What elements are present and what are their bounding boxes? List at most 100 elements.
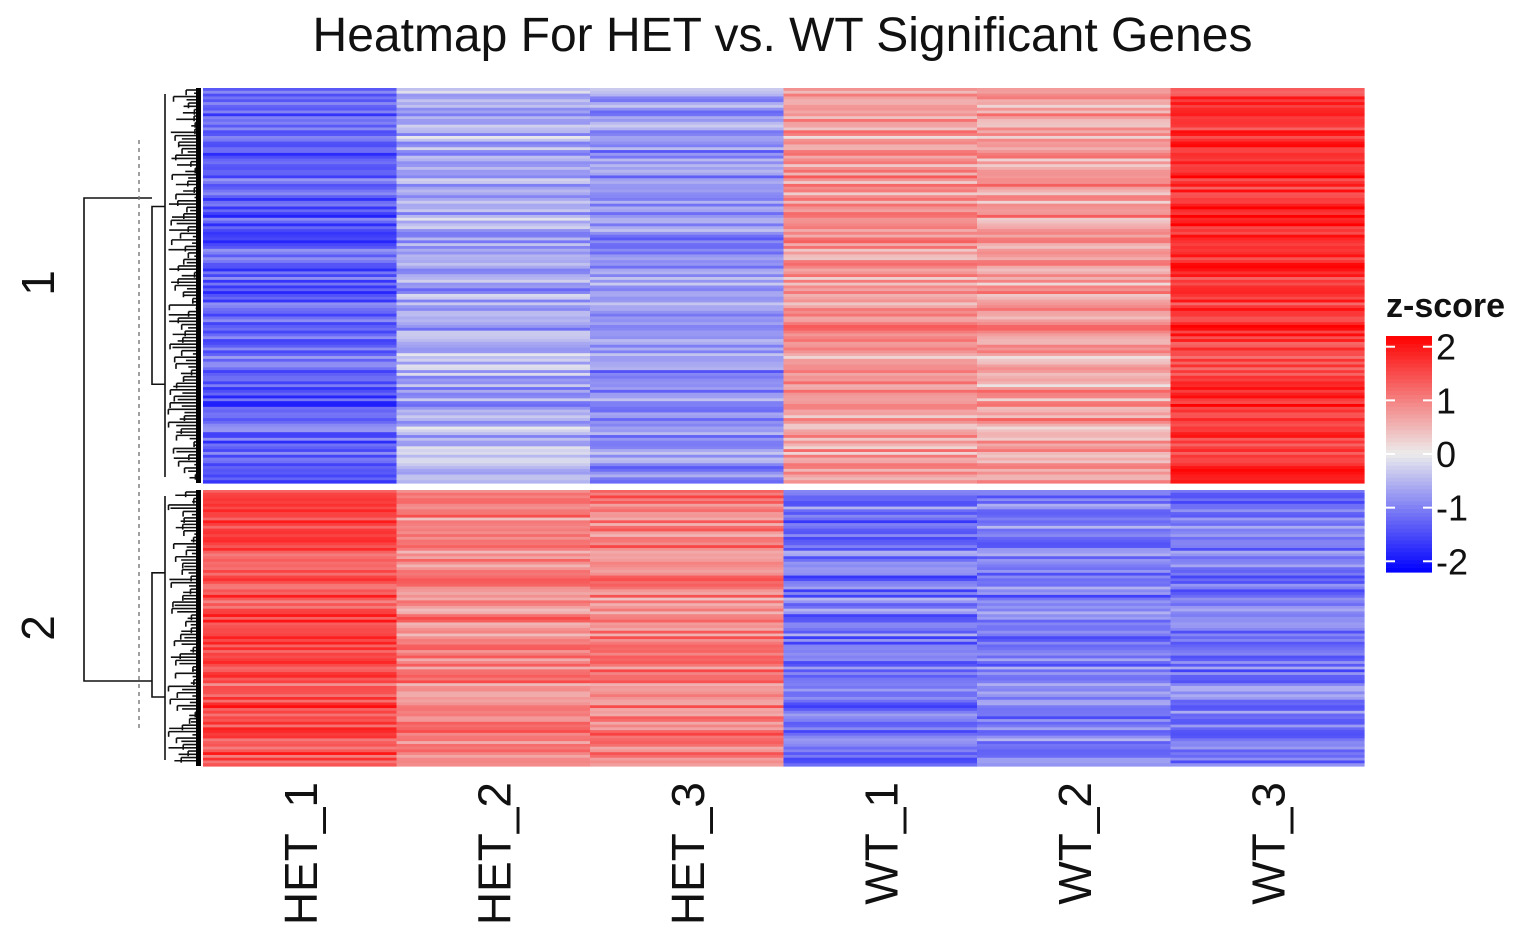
heatmap-cell — [977, 564, 1172, 568]
heatmap-cell — [783, 605, 978, 610]
heatmap-cell — [396, 724, 591, 728]
legend-gradient-step — [1386, 544, 1432, 549]
heatmap-cell — [203, 285, 398, 289]
heatmap-cell — [590, 741, 785, 745]
heatmap-cell — [1170, 614, 1365, 618]
heatmap-cell — [396, 325, 591, 329]
heatmap-cell — [977, 172, 1172, 177]
heatmap-cell — [203, 214, 398, 219]
heatmap-cell — [590, 463, 785, 467]
heatmap-cell — [783, 285, 978, 289]
heatmap-cell — [203, 226, 398, 230]
heatmap-cell — [1170, 102, 1365, 106]
heatmap-cell — [1170, 630, 1365, 635]
heatmap-cell — [590, 254, 785, 258]
heatmap-cell — [783, 525, 978, 530]
heatmap-cells — [203, 88, 1365, 767]
heatmap-cell — [977, 466, 1172, 470]
heatmap-cell — [590, 578, 785, 582]
heatmap-cell — [590, 586, 785, 590]
heatmap-cell — [203, 451, 398, 456]
heatmap-cell — [396, 672, 591, 676]
heatmap-cell — [590, 412, 785, 416]
heatmap-cell — [590, 99, 785, 103]
heatmap-cell — [396, 760, 591, 764]
heatmap-cell — [396, 474, 591, 478]
heatmap-cell — [783, 581, 978, 585]
heatmap-cell — [396, 418, 591, 422]
heatmap-cell — [1170, 155, 1365, 160]
heatmap-cell — [977, 262, 1172, 267]
heatmap-cell — [590, 545, 785, 549]
heatmap-cell — [396, 248, 591, 253]
heatmap-cell — [590, 274, 785, 278]
heatmap-cell — [977, 240, 1172, 244]
heatmap-cell — [590, 370, 785, 374]
heatmap-cell — [1170, 248, 1365, 253]
heatmap-cell — [590, 308, 785, 312]
heatmap-cell — [396, 449, 591, 453]
heatmap-cell — [1170, 716, 1365, 720]
heatmap-cell — [590, 713, 785, 717]
heatmap-cell — [396, 630, 591, 635]
heatmap-cell — [977, 611, 1172, 615]
heatmap-cell — [783, 341, 978, 346]
heatmap-cell — [396, 279, 591, 284]
heatmap-cell — [590, 663, 785, 668]
heatmap-cell — [977, 570, 1172, 574]
heatmap-cell — [783, 305, 978, 309]
legend-gradient-step — [1386, 497, 1432, 502]
heatmap-cell — [590, 246, 785, 250]
heatmap-cell — [783, 293, 978, 298]
heatmap-cell — [783, 384, 978, 388]
heatmap-cell — [590, 435, 785, 439]
heatmap-cell — [203, 743, 398, 748]
heatmap-cell — [590, 198, 785, 202]
heatmap-cell — [1170, 663, 1365, 668]
heatmap-cell — [590, 763, 785, 767]
heatmap-cell — [1170, 639, 1365, 643]
heatmap-cell — [1170, 364, 1365, 368]
heatmap-cell — [1170, 480, 1365, 484]
heatmap-cell — [203, 435, 398, 439]
heatmap-cell — [783, 262, 978, 267]
heatmap-cell — [1170, 420, 1365, 425]
heatmap-cell — [396, 550, 591, 555]
heatmap-cell — [203, 503, 398, 508]
heatmap-cell — [783, 200, 978, 205]
heatmap-cell — [1170, 406, 1365, 411]
legend-gradient-step — [1386, 410, 1432, 416]
heatmap-cell — [783, 697, 978, 701]
heatmap-cell — [590, 350, 785, 354]
heatmap-cell — [203, 556, 398, 560]
heatmap-cell — [203, 135, 398, 140]
heatmap-cell — [590, 567, 785, 571]
heatmap-cell — [977, 234, 1172, 239]
heatmap-cell — [590, 490, 785, 494]
heatmap-cell — [590, 721, 785, 726]
heatmap-cell — [396, 708, 591, 712]
heatmap-cell — [783, 203, 978, 208]
heatmap-cell — [783, 553, 978, 557]
heatmap-cell — [203, 99, 398, 103]
heatmap-cell — [783, 316, 978, 320]
heatmap-cell — [1170, 341, 1365, 346]
heatmap-cell — [396, 652, 591, 657]
heatmap-cell — [396, 130, 591, 134]
heatmap-cell — [396, 492, 591, 497]
heatmap-cell — [396, 752, 591, 756]
heatmap-cell — [396, 285, 591, 289]
heatmap-cell — [396, 589, 591, 593]
heatmap-cell — [203, 449, 398, 453]
heatmap-cell — [203, 699, 398, 704]
heatmap-cell — [783, 498, 978, 502]
heatmap-cell — [1170, 220, 1365, 225]
legend-gradient-step — [1386, 402, 1432, 408]
heatmap-cell — [203, 616, 398, 621]
heatmap-cell — [203, 460, 398, 464]
heatmap-cell — [590, 203, 785, 208]
heatmap-cell — [203, 319, 398, 323]
heatmap-cell — [590, 265, 785, 270]
heatmap-cell — [396, 296, 591, 301]
heatmap-cell — [783, 378, 978, 383]
